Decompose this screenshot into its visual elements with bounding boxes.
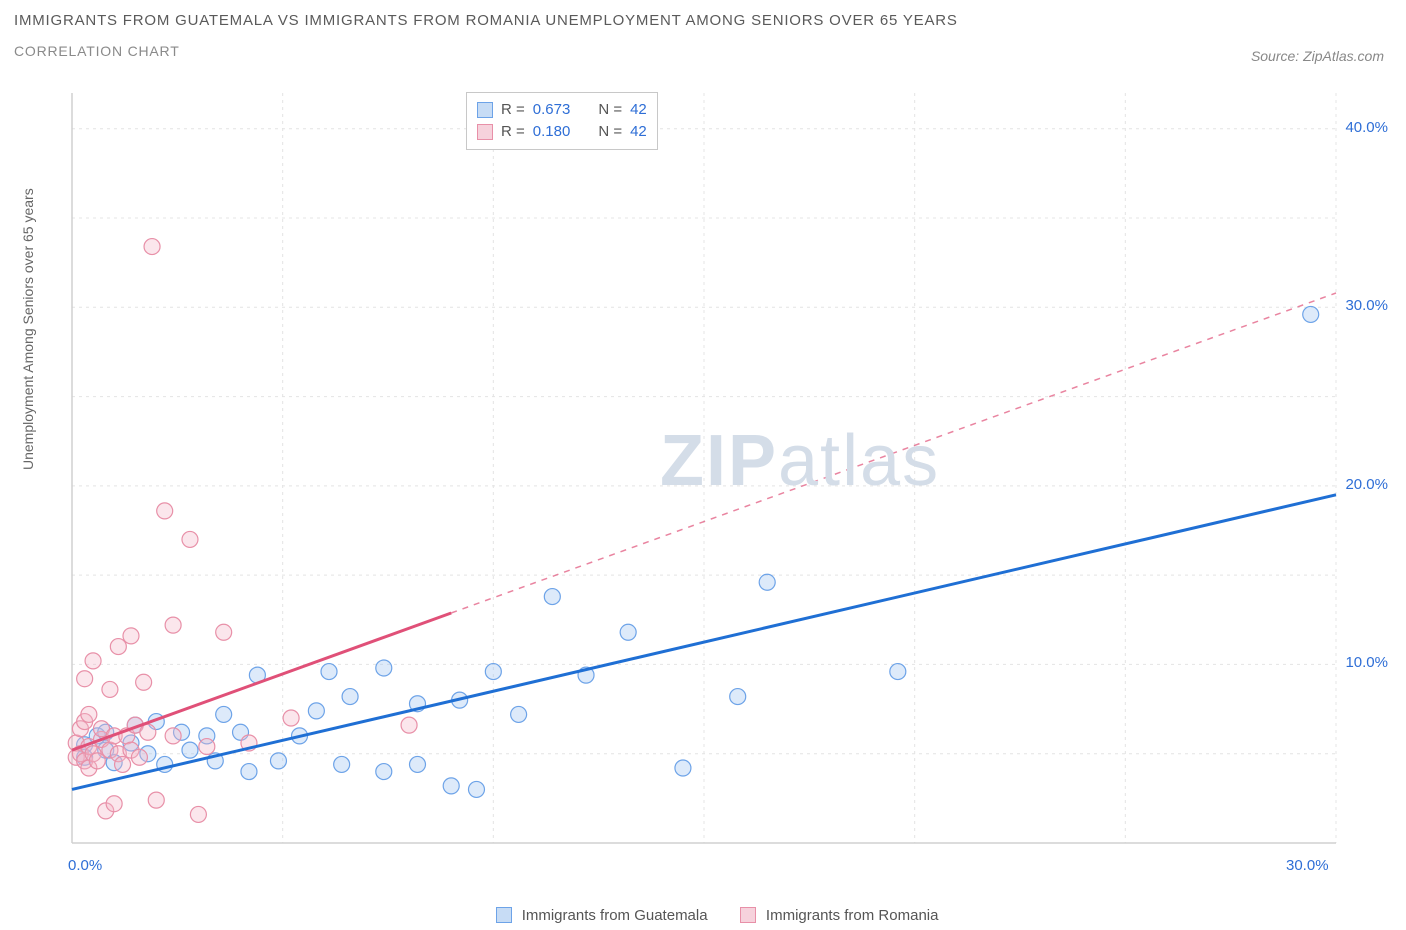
r-label: R = [501,121,525,143]
n-label: N = [598,121,622,143]
n-label: N = [598,99,622,121]
correlation-stats-box: R = 0.673 N = 42 R = 0.180 N = 42 [466,92,658,150]
r-value-romania: 0.180 [533,121,571,143]
chart-title: Immigrants from Guatemala vs Immigrants … [14,12,1392,29]
n-value-guatemala: 42 [630,99,647,121]
legend-swatch-guatemala [496,907,512,923]
legend-swatch-romania [740,907,756,923]
y-tick-label: 20.0% [1345,476,1388,493]
y-tick-label: 40.0% [1345,119,1388,136]
x-tick-label: 30.0% [1286,857,1329,874]
legend-label-romania: Immigrants from Romania [766,907,939,924]
x-tick-label: 0.0% [68,857,102,874]
r-label: R = [501,99,525,121]
chart-subtitle: Correlation Chart [14,43,1392,59]
n-value-romania: 42 [630,121,647,143]
y-axis-label: Unemployment Among Seniors over 65 years [20,188,36,470]
legend-label-guatemala: Immigrants from Guatemala [522,907,708,924]
r-value-guatemala: 0.673 [533,99,571,121]
y-tick-label: 30.0% [1345,297,1388,314]
bottom-legend: Immigrants from Guatemala Immigrants fro… [0,907,1406,924]
scatter-chart [62,88,1346,868]
stats-row-guatemala: R = 0.673 N = 42 [477,99,647,121]
stats-row-romania: R = 0.180 N = 42 [477,121,647,143]
legend-swatch-romania [477,124,493,140]
source-attribution: Source: ZipAtlas.com [1251,48,1384,64]
y-tick-label: 10.0% [1345,654,1388,671]
legend-swatch-guatemala [477,102,493,118]
